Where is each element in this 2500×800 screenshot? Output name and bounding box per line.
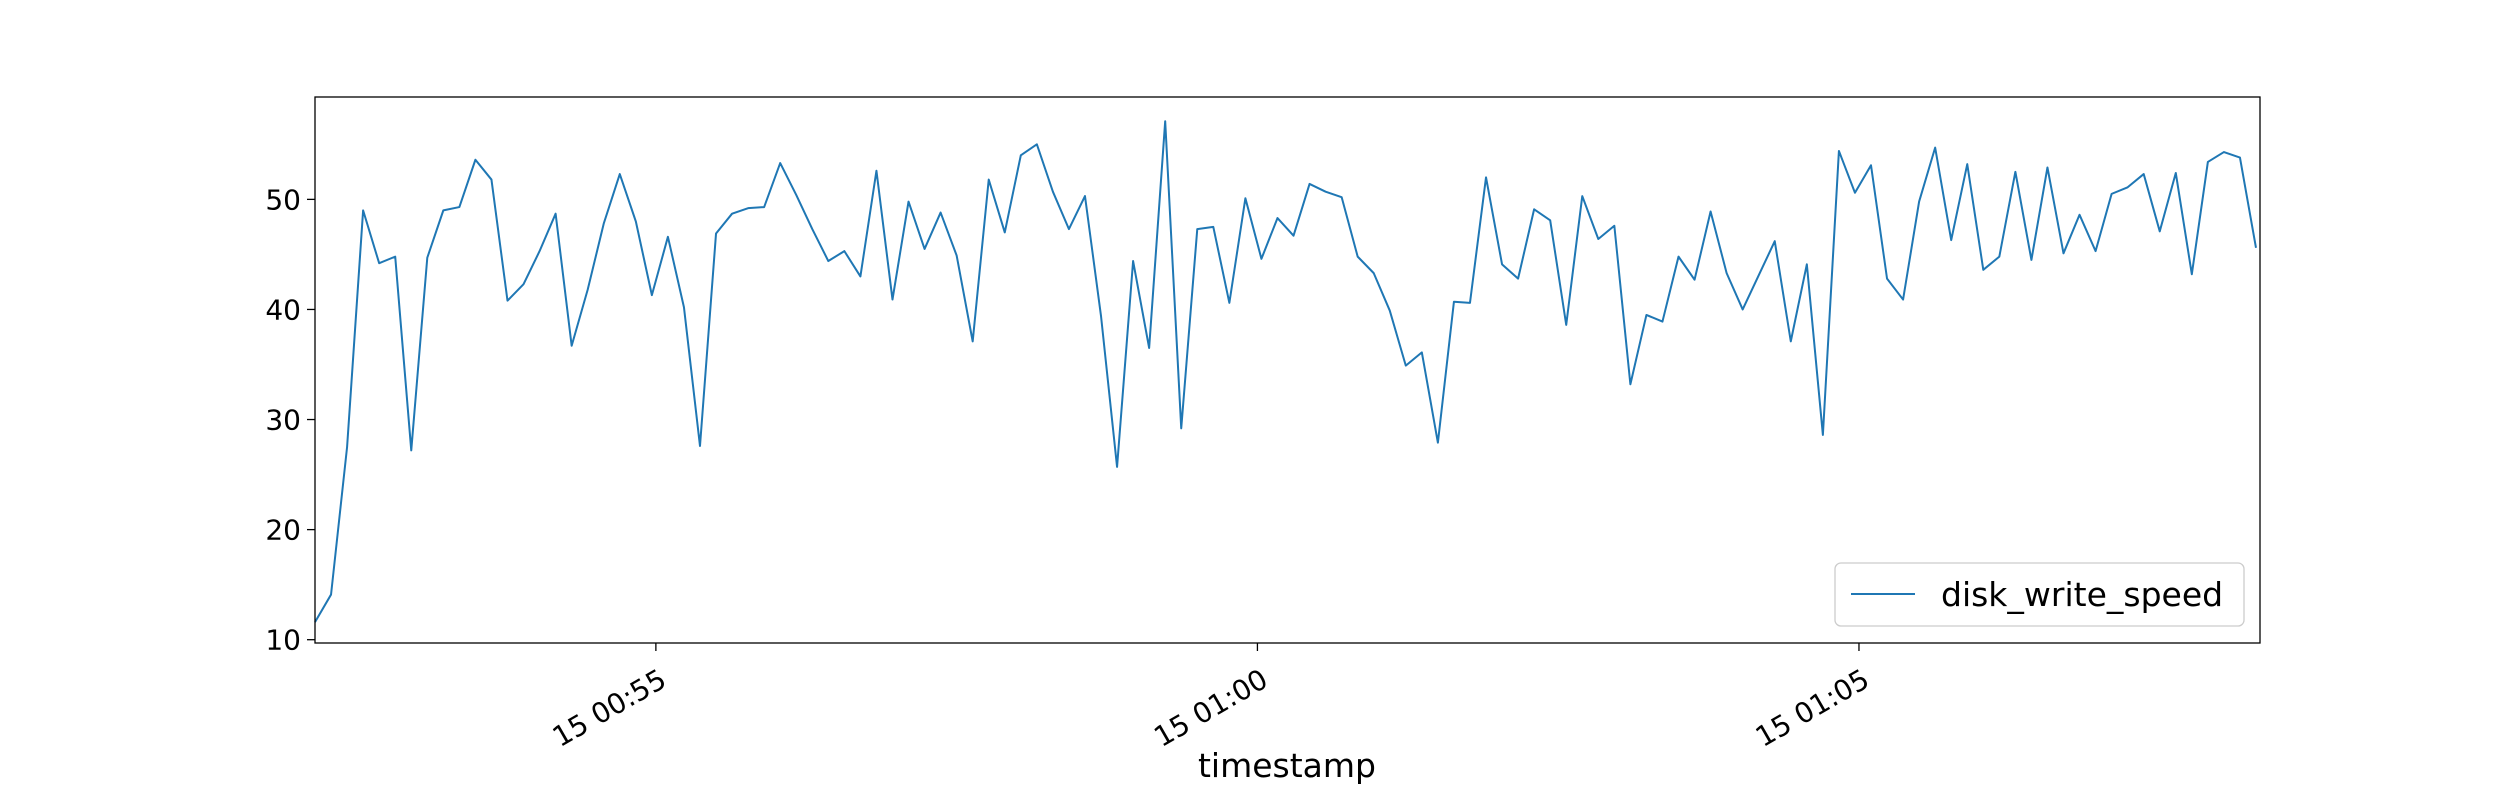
legend-label-disk-write-speed: disk_write_speed [1941,575,2223,614]
x-axis: 15 00:55 15 01:00 15 01:05 [547,643,1875,754]
y-tick-label: 50 [265,183,301,216]
series-line-disk-write-speed [314,120,2257,623]
y-axis: 10 20 30 40 50 [265,183,315,657]
y-tick-label: 30 [265,404,301,437]
x-tick-label: 15 01:05 [1750,662,1875,753]
series-layer [314,120,2257,623]
y-tick-label: 20 [265,514,301,547]
y-tick-label: 40 [265,293,301,326]
x-axis-label: timestamp [1198,746,1376,785]
plot-area [315,97,2260,643]
legend: disk_write_speed [1834,562,2245,627]
y-tick-label: 10 [265,624,301,657]
x-tick-label: 15 01:00 [1148,662,1273,753]
x-tick-label: 15 00:55 [547,662,672,753]
legend-box [1834,562,2245,627]
plot-frame [314,96,2261,644]
